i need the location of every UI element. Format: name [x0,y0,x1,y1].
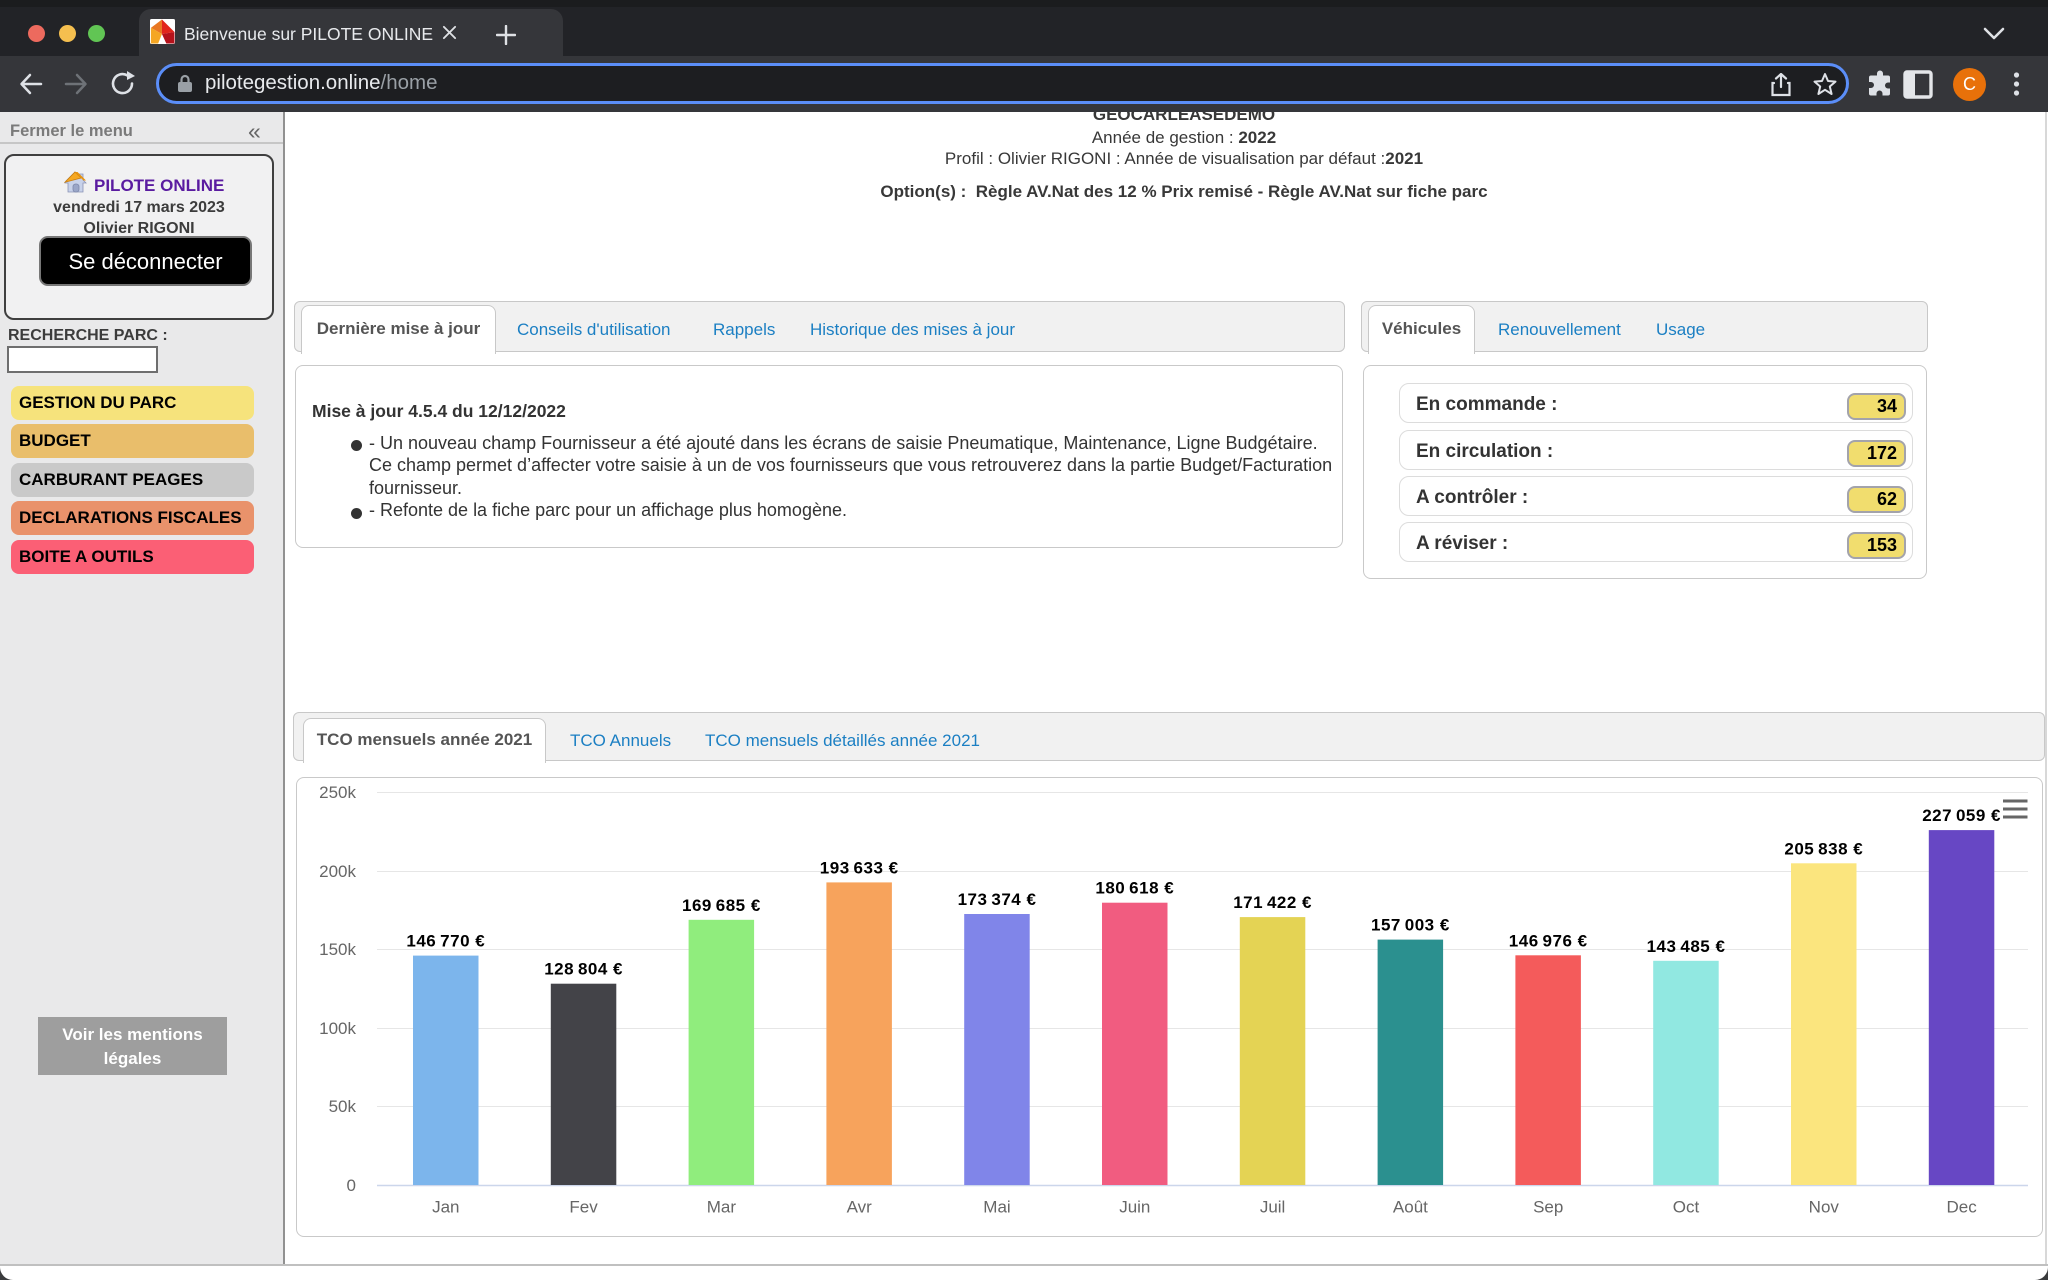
svg-text:Nov: Nov [1809,1198,1840,1217]
svg-text:Jan: Jan [432,1198,459,1217]
svg-text:100k: 100k [319,1019,356,1038]
svg-text:0: 0 [347,1176,356,1195]
svg-text:250k: 250k [319,783,356,802]
svg-text:200k: 200k [319,862,356,881]
svg-text:171 422 €: 171 422 € [1233,893,1312,912]
svg-text:146 770 €: 146 770 € [406,932,485,951]
svg-text:150k: 150k [319,940,356,959]
svg-text:Mai: Mai [983,1198,1010,1217]
svg-text:Dec: Dec [1946,1198,1977,1217]
svg-text:Août: Août [1393,1198,1428,1217]
svg-text:Juin: Juin [1119,1198,1150,1217]
svg-text:50k: 50k [329,1097,357,1116]
svg-text:157 003 €: 157 003 € [1371,916,1450,935]
svg-text:128 804 €: 128 804 € [544,960,623,979]
svg-text:Sep: Sep [1533,1198,1563,1217]
svg-text:205 838 €: 205 838 € [1784,839,1863,858]
svg-text:173 374 €: 173 374 € [958,890,1037,909]
svg-text:Mar: Mar [707,1198,737,1217]
svg-text:169 685 €: 169 685 € [682,896,761,915]
svg-text:180 618 €: 180 618 € [1095,879,1174,898]
svg-text:193 633 €: 193 633 € [820,858,899,877]
svg-text:Avr: Avr [847,1198,873,1217]
svg-text:Oct: Oct [1673,1198,1700,1217]
svg-text:227 059 €: 227 059 € [1922,806,2001,825]
svg-text:146 976 €: 146 976 € [1509,931,1588,950]
svg-text:143 485 €: 143 485 € [1647,937,1726,956]
svg-text:Fev: Fev [569,1198,598,1217]
svg-text:Juil: Juil [1260,1198,1286,1217]
